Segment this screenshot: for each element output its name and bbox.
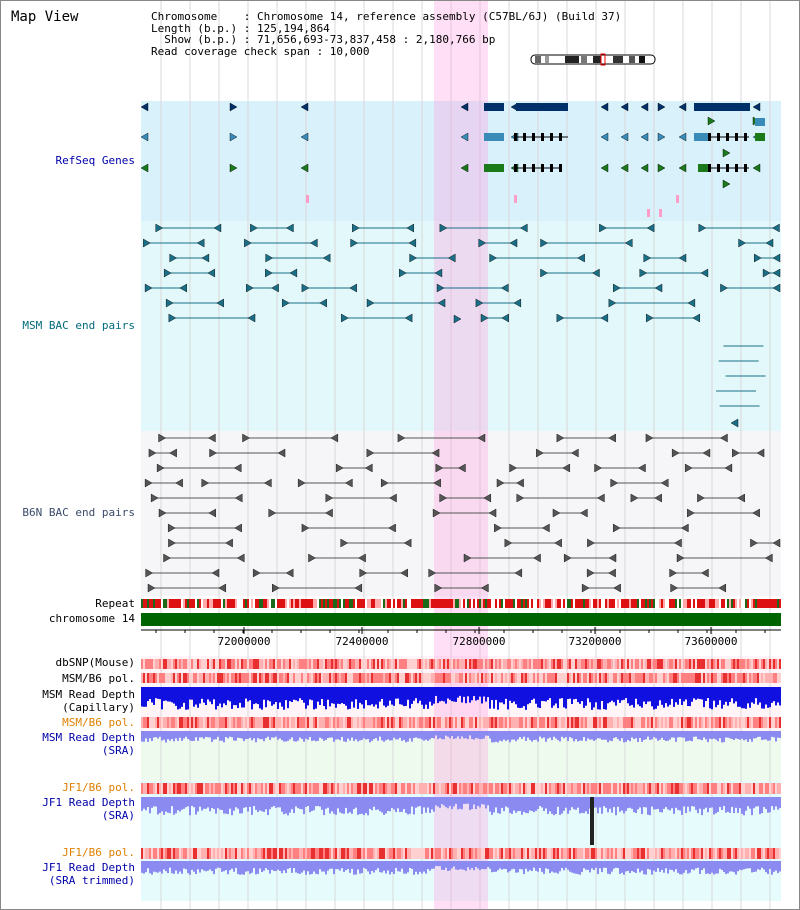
- track-label-repeat: Repeat: [95, 597, 135, 610]
- repeat-track: [141, 599, 781, 608]
- track-label-b6n-bac[interactable]: B6N BAC end pairs: [22, 506, 135, 519]
- track-label-refseq-genes[interactable]: RefSeq Genes: [55, 154, 135, 167]
- polymorphism-tracks: [141, 659, 781, 859]
- track-label-msm-b6-pol-sra: MSM/B6 pol.: [62, 716, 135, 729]
- msm-bac-track: [143, 223, 781, 428]
- track-label-msm-depth-capillary: MSM Read Depth (Capillary): [42, 688, 135, 714]
- track-label-msm-depth-sra: MSM Read Depth (SRA): [42, 731, 135, 757]
- track-label-chromosome: chromosome 14: [48, 612, 135, 625]
- chromosome-ideogram[interactable]: [529, 53, 659, 67]
- track-label-jf1-b6-pol: JF1/B6 pol.: [62, 781, 135, 794]
- position-axis: 72000000 72400000 72800000 73200000 73600000: [155, 627, 766, 648]
- track-label-jf1-depth-trimmed: JF1 Read Depth (SRA trimmed): [42, 861, 135, 887]
- track-label-jf1-depth-sra: JF1 Read Depth (SRA): [42, 796, 135, 822]
- track-label-msm-bac[interactable]: MSM BAC end pairs: [22, 319, 135, 332]
- axis-tick-label: 72400000: [336, 635, 389, 648]
- axis-tick-label: 73200000: [569, 635, 622, 648]
- axis-tick-label: 72800000: [453, 635, 506, 648]
- chromosome-bar: [141, 613, 781, 626]
- track-label-dbsnp: dbSNP(Mouse): [55, 656, 135, 669]
- selected-region-highlight: [434, 1, 488, 909]
- track-label-jf1-b6-pol-2: JF1/B6 pol.: [62, 846, 135, 859]
- read-depth-tracks: [141, 687, 781, 875]
- info-line-length: Length (b.p.) : 125,194,864: [151, 21, 330, 35]
- info-line-coverage: Read coverage check span : 10,000: [151, 44, 370, 58]
- b6n-bac-track: [144, 433, 781, 593]
- refseq-genes-track: [140, 102, 765, 217]
- info-line-show: Show (b.p.) : 71,656,693-73,837,458 : 2,…: [151, 33, 496, 46]
- info-line-chromosome: Chromosome : Chromosome 14, reference as…: [151, 10, 622, 23]
- page-title: Map View: [11, 9, 79, 25]
- chromosome-info: Chromosome : Chromosome 14, reference as…: [151, 11, 621, 57]
- axis-tick-label: 73600000: [685, 635, 738, 648]
- axis-tick-label: 72000000: [218, 635, 271, 648]
- track-label-msm-b6-pol: MSM/B6 pol.: [62, 672, 135, 685]
